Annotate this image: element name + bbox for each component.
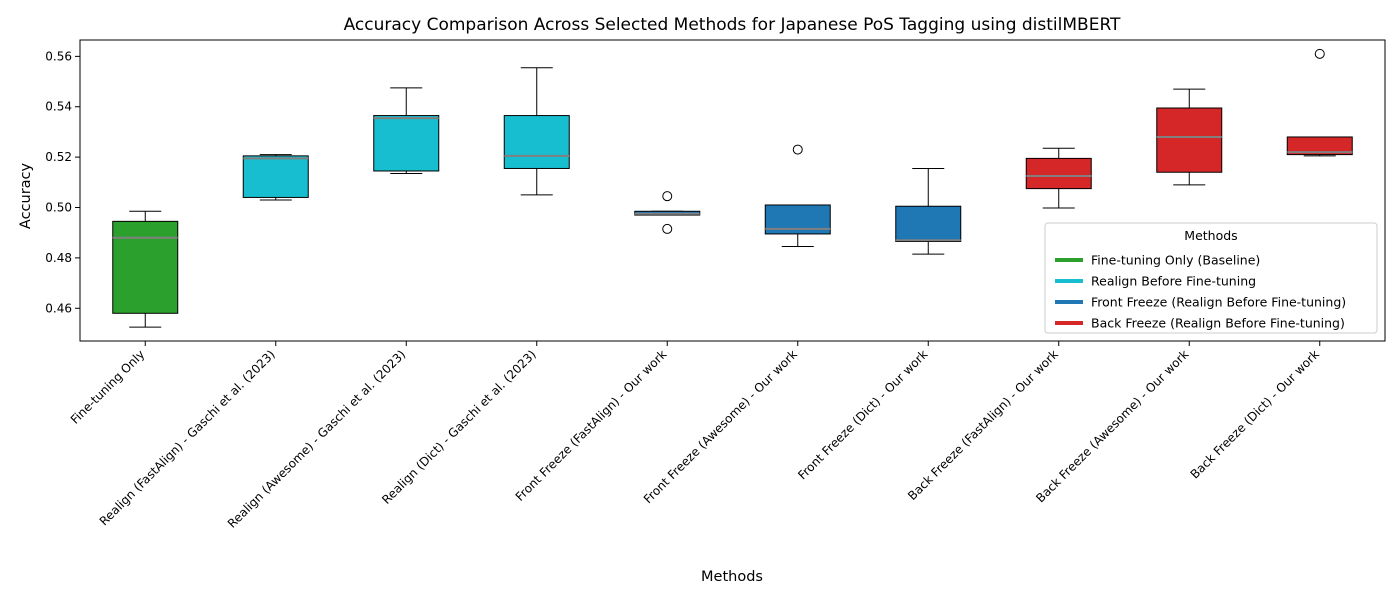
x-tick-label: Front Freeze (Awesome) - Our work: [641, 347, 800, 506]
outlier-point: [662, 191, 673, 202]
box-body: [895, 205, 962, 243]
x-tick-label: Back Freeze (FastAlign) - Our work: [905, 347, 1061, 503]
legend-label: Front Freeze (Realign Before Fine-tuning…: [1091, 295, 1346, 310]
y-axis-title: Accuracy: [18, 162, 34, 229]
x-tick-label: Back Freeze (Dict) - Our work: [1188, 347, 1322, 481]
y-tick-label: 0.52: [45, 150, 72, 164]
y-tick-label: 0.46: [45, 301, 72, 315]
box-body: [503, 115, 570, 169]
outlier-point: [792, 144, 803, 155]
x-tick-label: Back Freeze (Awesome) - Our work: [1033, 347, 1191, 505]
box-7: [895, 167, 962, 255]
legend-label: Fine-tuning Only (Baseline): [1091, 253, 1260, 268]
box-body: [1025, 157, 1092, 190]
box-8: [1025, 147, 1092, 209]
x-axis-title: Methods: [701, 569, 763, 585]
legend-item: Realign Before Fine-tuning: [1055, 274, 1256, 289]
legend-item: Back Freeze (Realign Before Fine-tuning): [1055, 316, 1345, 331]
legend-label: Back Freeze (Realign Before Fine-tuning): [1091, 316, 1345, 331]
outlier-point: [662, 223, 673, 234]
y-tick-label: 0.48: [45, 251, 72, 265]
box-10: [1286, 48, 1353, 157]
box-5: [634, 191, 701, 234]
legend-title: Methods: [1184, 228, 1237, 243]
box-body: [242, 155, 309, 198]
box-6: [764, 144, 831, 248]
box-body: [1156, 107, 1223, 173]
box-body: [112, 220, 179, 314]
chart-title: Accuracy Comparison Across Selected Meth…: [344, 15, 1121, 35]
x-tick-label: Front Freeze (Dict) - Our work: [795, 347, 930, 482]
x-tick-label: Fine-tuning Only: [68, 347, 148, 427]
box-1: [112, 210, 179, 328]
y-tick-label: 0.56: [45, 49, 72, 63]
y-tick-label: 0.50: [45, 201, 72, 215]
x-tick-label: Front Freeze (FastAlign) - Our work: [513, 347, 670, 504]
legend: Methods Fine-tuning Only (Baseline) Realig…: [1044, 222, 1378, 334]
legend-label: Realign Before Fine-tuning: [1091, 274, 1256, 289]
box-3: [373, 87, 440, 174]
legend-item: Front Freeze (Realign Before Fine-tuning…: [1055, 295, 1346, 310]
legend-frame: [1044, 222, 1378, 334]
box-9: [1156, 88, 1223, 186]
y-tick-label: 0.54: [45, 100, 72, 114]
box-body: [1286, 136, 1353, 156]
box-4: [503, 67, 570, 196]
box-body: [373, 115, 440, 172]
outlier-point: [1314, 48, 1325, 59]
x-tick-label: Realign (Dict) - Gaschi et al. (2023): [379, 347, 539, 507]
legend-item: Fine-tuning Only (Baseline): [1055, 253, 1260, 268]
box-2: [242, 154, 309, 201]
plot-frame: [79, 39, 1386, 342]
